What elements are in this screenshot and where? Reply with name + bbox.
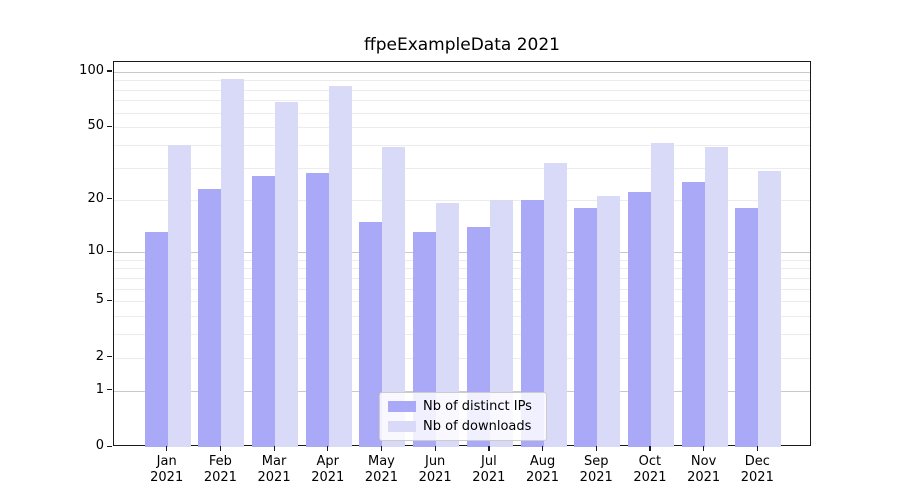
gridline-minor-7: [114, 277, 810, 279]
gridline-minor-4: [114, 316, 810, 318]
gridline-minor-50: [114, 127, 810, 129]
bar-ips-jul: [466, 226, 490, 447]
xtick-mark-mar: [273, 446, 275, 451]
gridline-minor-90: [114, 80, 810, 82]
gridline-minor-60: [114, 112, 810, 114]
bar-ips-jan: [144, 232, 168, 447]
xtick-label-feb: Feb 2021: [203, 454, 237, 485]
gridline-minor-6: [114, 288, 810, 290]
ytick-mark-50: [107, 125, 112, 128]
xtick-label-jan: Jan 2021: [150, 454, 184, 485]
gridline-minor-2: [114, 357, 810, 359]
ytick-label-5: 5: [95, 292, 104, 308]
ytick-label-20: 20: [87, 190, 104, 206]
xtick-mark-dec: [756, 446, 758, 451]
ytick-label-2: 2: [95, 348, 104, 364]
chart-title: ffpeExampleData 2021: [364, 35, 560, 55]
bar-downloads-jun: [436, 203, 460, 447]
ytick-label-100: 100: [79, 62, 104, 78]
xtick-label-may: May 2021: [364, 454, 398, 485]
gridline-minor-40: [114, 145, 810, 147]
ytick-mark-10: [107, 250, 112, 252]
gridline-minor-9: [114, 259, 810, 261]
xtick-mark-aug: [542, 446, 544, 451]
bar-downloads-oct: [650, 143, 674, 447]
bar-downloads-sep: [597, 195, 621, 447]
ytick-label-0: 0: [95, 438, 104, 453]
bar-ips-apr: [305, 173, 329, 447]
legend-swatch-ips: [388, 401, 416, 412]
bar-ips-may: [359, 221, 383, 447]
bar-ips-dec: [735, 207, 759, 447]
legend-item-downloads: Nb of downloads: [388, 419, 537, 434]
bar-ips-aug: [520, 199, 544, 447]
xtick-mark-nov: [703, 446, 705, 451]
bar-downloads-mar: [275, 101, 299, 447]
ytick-label-10: 10: [87, 243, 104, 259]
xtick-mark-apr: [327, 446, 329, 451]
legend-swatch-downloads: [388, 421, 416, 432]
bar-ips-feb: [198, 188, 222, 447]
legend-item-distinct-ips: Nb of distinct IPs: [388, 399, 537, 414]
gridline-major-100: [114, 71, 810, 73]
bar-downloads-nov: [704, 147, 728, 447]
ytick-label-50: 50: [87, 118, 104, 134]
xtick-label-oct: Oct 2021: [633, 454, 667, 485]
bar-downloads-jan: [167, 145, 191, 447]
xtick-label-aug: Aug 2021: [525, 454, 560, 485]
gridline-minor-80: [114, 89, 810, 91]
bar-downloads-feb: [221, 79, 245, 447]
legend-label-ips: Nb of distinct IPs: [423, 399, 532, 414]
bar-ips-mar: [252, 176, 276, 447]
gridline-minor-8: [114, 268, 810, 270]
xtick-mark-feb: [219, 446, 222, 451]
gridline-minor-20: [114, 199, 810, 201]
bar-downloads-apr: [328, 85, 352, 447]
xtick-label-apr: Apr 2021: [311, 454, 345, 485]
legend: Nb of distinct IPs Nb of downloads: [379, 392, 547, 441]
bar-downloads-jul: [489, 199, 513, 447]
xtick-label-dec: Dec 2021: [740, 454, 774, 485]
xtick-label-nov: Nov 2021: [687, 454, 721, 485]
xtick-mark-jun: [434, 446, 436, 451]
xtick-label-sep: Sep 2021: [579, 454, 613, 485]
gridline-minor-70: [114, 100, 810, 102]
gridline-major-10: [114, 252, 810, 254]
ytick-label-1: 1: [95, 381, 104, 397]
gridline-major-1: [114, 390, 810, 392]
gridline-minor-30: [114, 167, 810, 169]
bar-ips-oct: [627, 192, 651, 447]
xtick-label-mar: Mar 2021: [257, 454, 291, 485]
xtick-mark-sep: [595, 446, 597, 451]
ytick-mark-100: [107, 70, 112, 72]
bar-downloads-may: [382, 147, 406, 447]
xtick-label-jun: Jun 2021: [418, 454, 452, 485]
gridline-minor-5: [114, 301, 810, 303]
xtick-label-jul: Jul 2021: [472, 454, 506, 485]
xtick-mark-may: [380, 446, 383, 451]
xtick-mark-oct: [649, 446, 651, 451]
ytick-mark-20: [107, 198, 112, 200]
ytick-mark-5: [107, 299, 112, 302]
xtick-mark-jul: [488, 446, 490, 451]
bar-ips-sep: [574, 207, 598, 447]
legend-label-downloads: Nb of downloads: [423, 419, 532, 434]
ytick-mark-2: [107, 356, 112, 358]
plot-area: Nb of distinct IPs Nb of downloads: [113, 61, 811, 447]
xtick-mark-jan: [166, 446, 168, 451]
bar-ips-nov: [681, 182, 705, 447]
bar-downloads-aug: [543, 162, 567, 447]
bar-downloads-dec: [758, 170, 782, 447]
ytick-mark-0: [107, 445, 112, 447]
ytick-mark-1: [107, 389, 112, 391]
gridline-minor-3: [114, 334, 810, 336]
